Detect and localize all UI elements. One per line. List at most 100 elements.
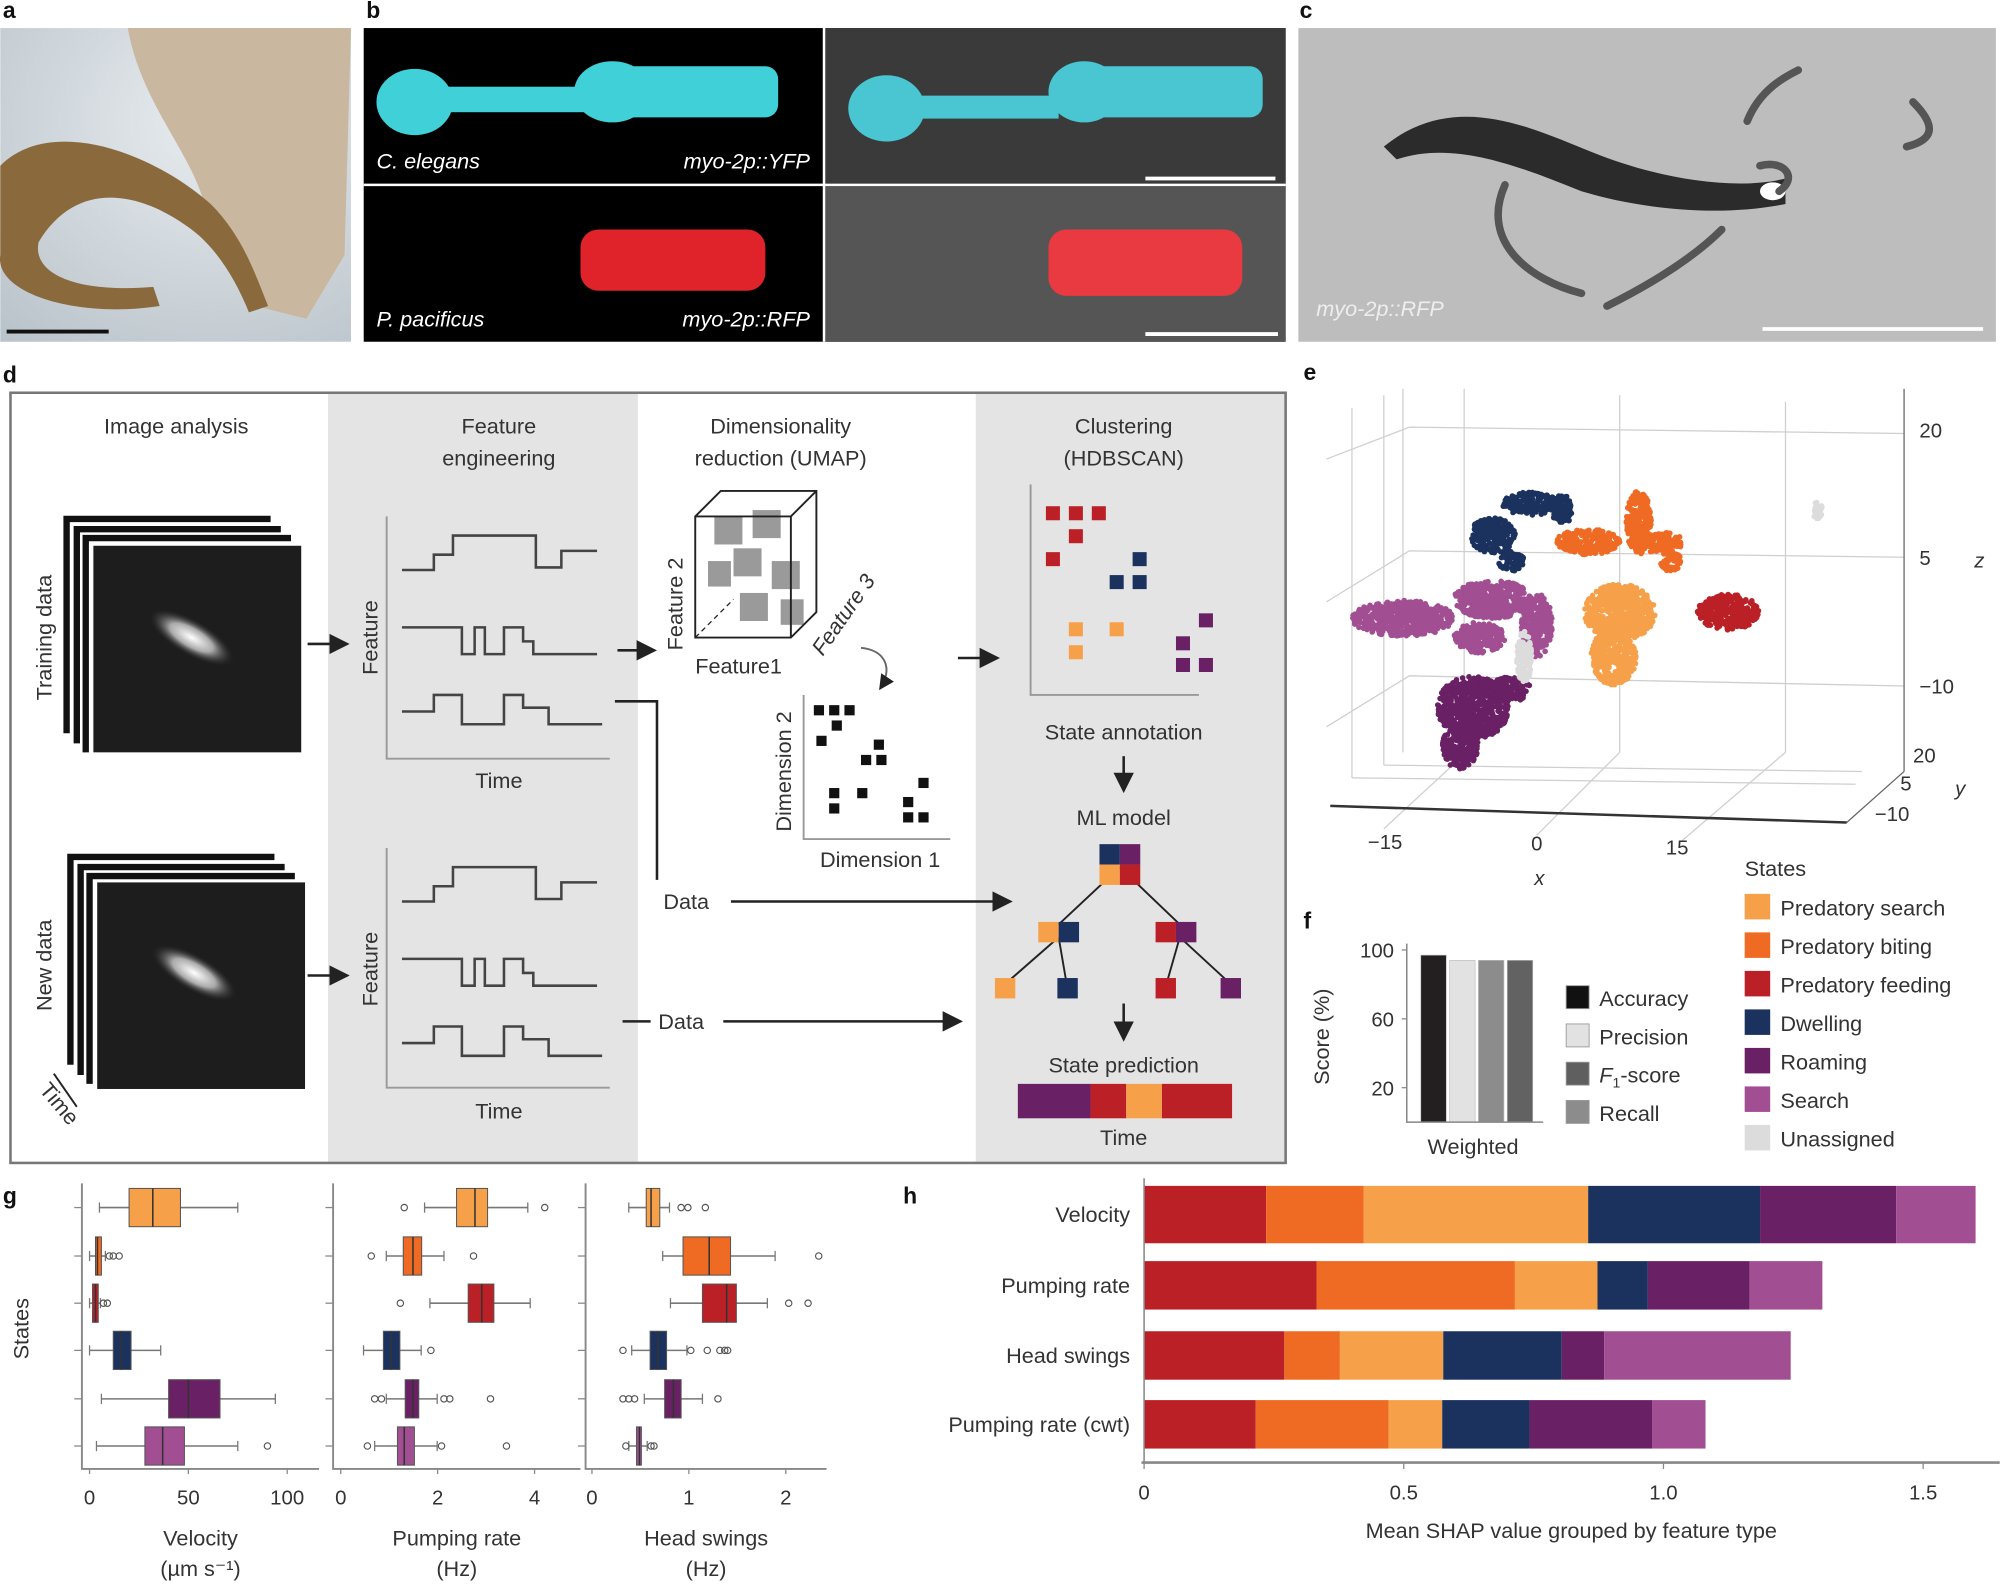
data-point [1488,631,1495,638]
data-point [1546,612,1553,619]
data-point [1523,510,1530,516]
data-point [1720,599,1727,606]
data-point [1468,699,1475,706]
data-point [1732,620,1739,627]
data-point [1449,682,1456,688]
cluster-unassigned [1514,499,1825,685]
data-point [1453,731,1460,738]
data-point [1471,720,1477,726]
panel-label-b: b [366,0,380,23]
data-point [1487,641,1494,648]
time-axis-label: Time [475,1098,522,1123]
panel-label-d: d [3,362,17,388]
data-point [1584,528,1591,534]
data-point [1467,742,1474,749]
yfp-pharynx-overlay [848,61,1263,142]
data-point [1459,714,1466,721]
yfp-pharynx [376,61,779,136]
data-point [1486,691,1493,697]
feature-trace [401,1025,603,1058]
data-point [1673,551,1680,558]
feature3-label: Feature 3 [806,569,880,659]
data-point [1479,545,1486,552]
data-point [1507,583,1513,590]
data-point [1509,526,1515,533]
data-point [1375,601,1382,607]
data-point [1444,683,1450,689]
data-point [1522,502,1529,508]
data-point [1626,499,1633,506]
data-point [1538,511,1545,517]
data-point [1501,637,1508,644]
data-point [1601,679,1607,685]
data-point [1674,543,1681,550]
data-point [1509,684,1515,690]
data-point [1493,678,1500,685]
data-point [1555,503,1561,510]
data-point [1634,603,1641,610]
data-point [1538,644,1545,650]
rfp-pharynx [580,229,766,291]
data-point [1508,610,1514,617]
data-point [1489,710,1495,717]
data-point [1535,491,1542,497]
data-point [1488,612,1494,619]
data-point [1632,512,1639,519]
data-point [1475,529,1482,536]
step-feature-engineering-2: engineering [442,445,555,470]
data-point [1522,616,1528,623]
data-point [1528,506,1534,513]
species-p-pacificus: P. pacificus [376,306,484,331]
data-point [1622,671,1629,677]
data-point [1489,607,1496,614]
data-point [1440,742,1446,749]
feature2-label: Feature 2 [662,558,687,651]
data-point [1515,583,1522,589]
data-point [1438,616,1444,623]
data-point [1510,532,1517,539]
data-point [1419,625,1425,631]
data-point [1660,564,1667,570]
data-point [1619,609,1625,616]
data-point [1511,551,1518,558]
data-point [1489,541,1496,547]
data-point [1617,600,1624,607]
data-point [1502,716,1509,723]
data-point [1537,497,1543,504]
data-point [1459,634,1466,640]
data-point [1518,557,1525,563]
cluster-roaming [1434,674,1533,772]
data-point [1583,541,1590,548]
data-point [1651,612,1658,619]
data-point [1511,600,1517,607]
data-point [1619,592,1625,598]
data-point [1474,645,1481,652]
new-image-stack [67,853,306,1089]
data-point [1607,612,1614,618]
state-annotation-label: State annotation [1045,720,1203,745]
data-point [1458,627,1465,633]
step-clustering-1: Clustering [1075,414,1173,439]
data-point [1440,692,1446,699]
cluster-dwelling [1469,489,1575,574]
data-point [1532,612,1538,618]
data-point [1648,601,1655,608]
data-point [1559,510,1566,517]
data-point [1528,625,1534,631]
data-point [1459,756,1466,763]
data-point [1453,591,1460,597]
data-point [1742,598,1748,605]
data-point [1565,514,1571,520]
data-point [1631,648,1637,655]
data-point [1700,612,1706,618]
data-point [1485,726,1492,733]
data-point [1512,607,1518,613]
data-point [1649,542,1655,549]
data-point [1661,558,1667,565]
data-point [1449,613,1455,620]
data-point [1394,622,1400,628]
data-point [1478,627,1484,634]
panel-label-c: c [1300,0,1313,23]
dimension1-label: Dimension 1 [820,847,940,872]
data-point [1623,518,1630,525]
